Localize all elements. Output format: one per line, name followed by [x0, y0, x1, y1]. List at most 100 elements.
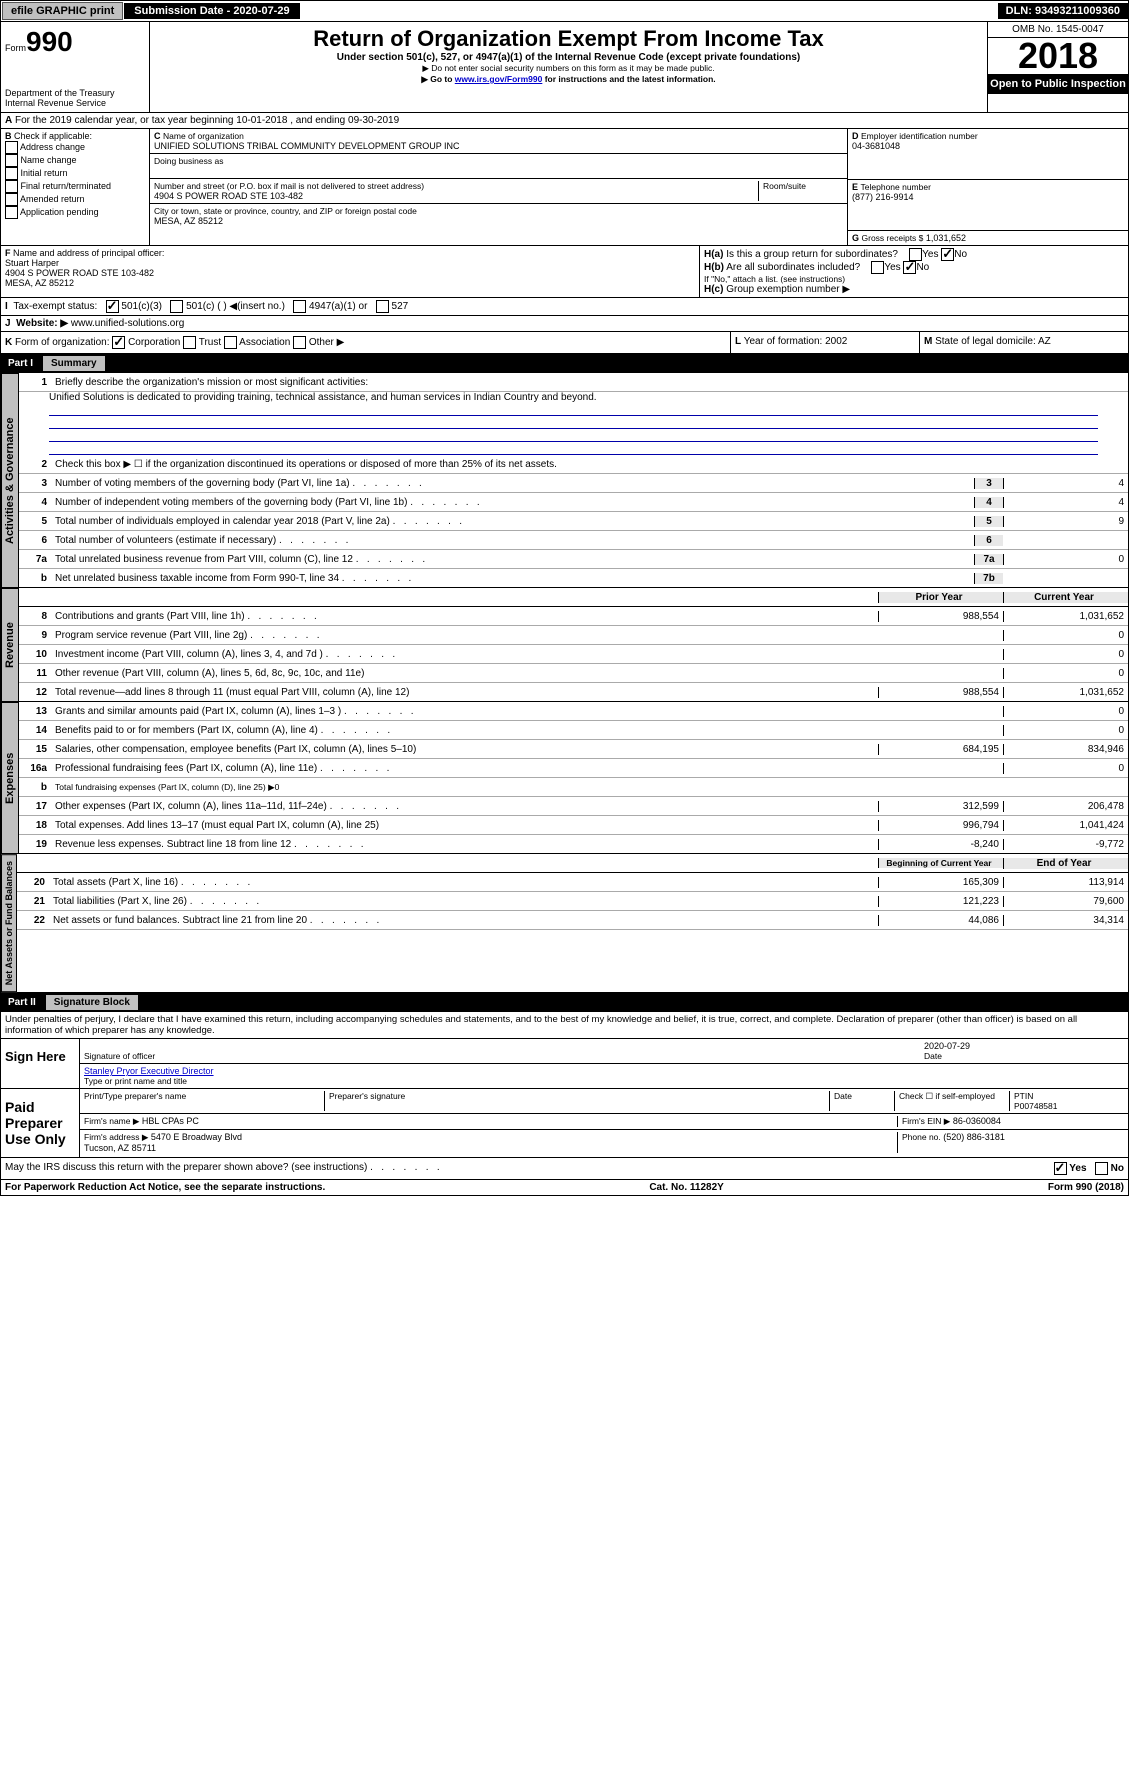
corporation-checkbox[interactable] [112, 336, 125, 349]
other-checkbox[interactable] [293, 336, 306, 349]
l11: Other revenue (Part VIII, column (A), li… [51, 667, 878, 680]
l8: Contributions and grants (Part VIII, lin… [51, 610, 878, 623]
pra-notice: For Paperwork Reduction Act Notice, see … [5, 1182, 325, 1193]
l5: Total number of individuals employed in … [51, 515, 974, 528]
vert-rev: Revenue [1, 588, 19, 702]
tax-year: 2018 [988, 38, 1128, 74]
ptin: P00748581 [1014, 1101, 1058, 1111]
sig-officer-label: Signature of officer [84, 1051, 155, 1061]
type-name-label: Type or print name and title [84, 1076, 187, 1086]
p19: -8,240 [878, 839, 1003, 850]
p21: 121,223 [878, 896, 1003, 907]
p20: 165,309 [878, 877, 1003, 888]
p15: 684,195 [878, 744, 1003, 755]
p18: 996,794 [878, 820, 1003, 831]
revenue-block: Revenue Prior YearCurrent Year 8Contribu… [0, 588, 1129, 702]
website-url: www.unified-solutions.org [71, 318, 184, 329]
l17: Other expenses (Part IX, column (A), lin… [51, 800, 878, 813]
part2-label: Part II [8, 997, 46, 1008]
l18: Total expenses. Add lines 13–17 (must eq… [51, 819, 878, 832]
date-label: Date [924, 1051, 942, 1061]
c16a: 0 [1003, 763, 1128, 774]
hb-yes[interactable] [871, 261, 884, 274]
v7a: 0 [1003, 554, 1128, 565]
c19: -9,772 [1003, 839, 1128, 850]
c11: 0 [1003, 668, 1128, 679]
vert-na: Net Assets or Fund Balances [1, 854, 17, 992]
application-pending-checkbox[interactable] [5, 206, 18, 219]
col-beg: Beginning of Current Year [878, 858, 1003, 868]
final-return-checkbox[interactable] [5, 180, 18, 193]
v5: 9 [1003, 516, 1128, 527]
room-suite-label: Room/suite [758, 181, 843, 201]
officer-addr: 4904 S POWER ROAD STE 103-482 MESA, AZ 8… [5, 268, 154, 288]
domicile-label: State of legal domicile: [935, 336, 1036, 347]
org-name: UNIFIED SOLUTIONS TRIBAL COMMUNITY DEVEL… [154, 141, 460, 151]
discuss-no[interactable] [1095, 1162, 1108, 1175]
l12: Total revenue—add lines 8 through 11 (mu… [51, 686, 878, 699]
efile-print-button[interactable]: efile GRAPHIC print [2, 2, 123, 20]
ha-no[interactable] [941, 248, 954, 261]
v4: 4 [1003, 497, 1128, 508]
irs-link[interactable]: www.irs.gov/Form990 [455, 74, 543, 84]
l21: Total liabilities (Part X, line 26) [49, 895, 878, 908]
501c-checkbox[interactable] [170, 300, 183, 313]
l15: Salaries, other compensation, employee b… [51, 743, 878, 756]
discuss-text: May the IRS discuss this return with the… [5, 1162, 440, 1175]
submission-date: Submission Date - 2020-07-29 [124, 3, 299, 19]
l19: Revenue less expenses. Subtract line 18 … [51, 838, 878, 851]
l14: Benefits paid to or for members (Part IX… [51, 724, 878, 737]
form-number: 990 [26, 26, 73, 57]
preparer-phone: (520) 886-3181 [943, 1132, 1005, 1142]
h-check: Check ☐ if self-employed [895, 1091, 1010, 1111]
c18: 1,041,424 [1003, 820, 1128, 831]
dln: DLN: 93493211009360 [998, 3, 1128, 19]
activities-governance-block: Activities & Governance 1Briefly describ… [0, 373, 1129, 588]
ha-label: Is this a group return for subordinates? [726, 249, 898, 260]
gross-receipts: 1,031,652 [926, 233, 966, 243]
527-checkbox[interactable] [376, 300, 389, 313]
addr-label: Number and street (or P.O. box if mail i… [154, 181, 424, 191]
col-end: End of Year [1003, 858, 1128, 869]
perjury-declaration: Under penalties of perjury, I declare th… [0, 1012, 1129, 1039]
name-change-checkbox[interactable] [5, 154, 18, 167]
sign-here-label: Sign Here [1, 1039, 80, 1088]
part2-header: Part II Signature Block [0, 993, 1129, 1012]
initial-return-checkbox[interactable] [5, 167, 18, 180]
c13: 0 [1003, 706, 1128, 717]
h-print: Print/Type preparer's name [84, 1091, 325, 1111]
form-ref: Form 990 (2018) [1048, 1182, 1124, 1193]
fh-row: F Name and address of principal officer:… [0, 246, 1129, 298]
cat-no: Cat. No. 11282Y [649, 1182, 723, 1193]
c20: 113,914 [1003, 877, 1128, 888]
col-prior: Prior Year [878, 592, 1003, 603]
4947-checkbox[interactable] [293, 300, 306, 313]
trust-checkbox[interactable] [183, 336, 196, 349]
c17: 206,478 [1003, 801, 1128, 812]
check-applicable-label: Check if applicable: [14, 131, 92, 141]
c15: 834,946 [1003, 744, 1128, 755]
l20: Total assets (Part X, line 16) [49, 876, 878, 889]
l6: Total number of volunteers (estimate if … [51, 534, 974, 547]
address-change-checkbox[interactable] [5, 141, 18, 154]
year-formation: 2002 [825, 336, 847, 347]
footer: For Paperwork Reduction Act Notice, see … [0, 1180, 1129, 1196]
firm-name-label: Firm's name ▶ [84, 1116, 139, 1126]
ein: 04-3681048 [852, 141, 900, 151]
part1-header: Part I Summary [0, 354, 1129, 373]
501c3-checkbox[interactable] [106, 300, 119, 313]
hb-no[interactable] [903, 261, 916, 274]
officer-label: Name and address of principal officer: [13, 248, 164, 258]
city-state-zip: MESA, AZ 85212 [154, 216, 223, 226]
officer-printed-name[interactable]: Stanley Pryor Executive Director [84, 1066, 214, 1076]
c10: 0 [1003, 649, 1128, 660]
l9: Program service revenue (Part VIII, line… [51, 629, 878, 642]
p22: 44,086 [878, 915, 1003, 926]
association-checkbox[interactable] [224, 336, 237, 349]
c22: 34,314 [1003, 915, 1128, 926]
c12: 1,031,652 [1003, 687, 1128, 698]
amended-return-checkbox[interactable] [5, 193, 18, 206]
discuss-yes[interactable] [1054, 1162, 1067, 1175]
website-label: Website: ▶ [16, 318, 68, 329]
net-assets-block: Net Assets or Fund Balances Beginning of… [0, 854, 1129, 993]
